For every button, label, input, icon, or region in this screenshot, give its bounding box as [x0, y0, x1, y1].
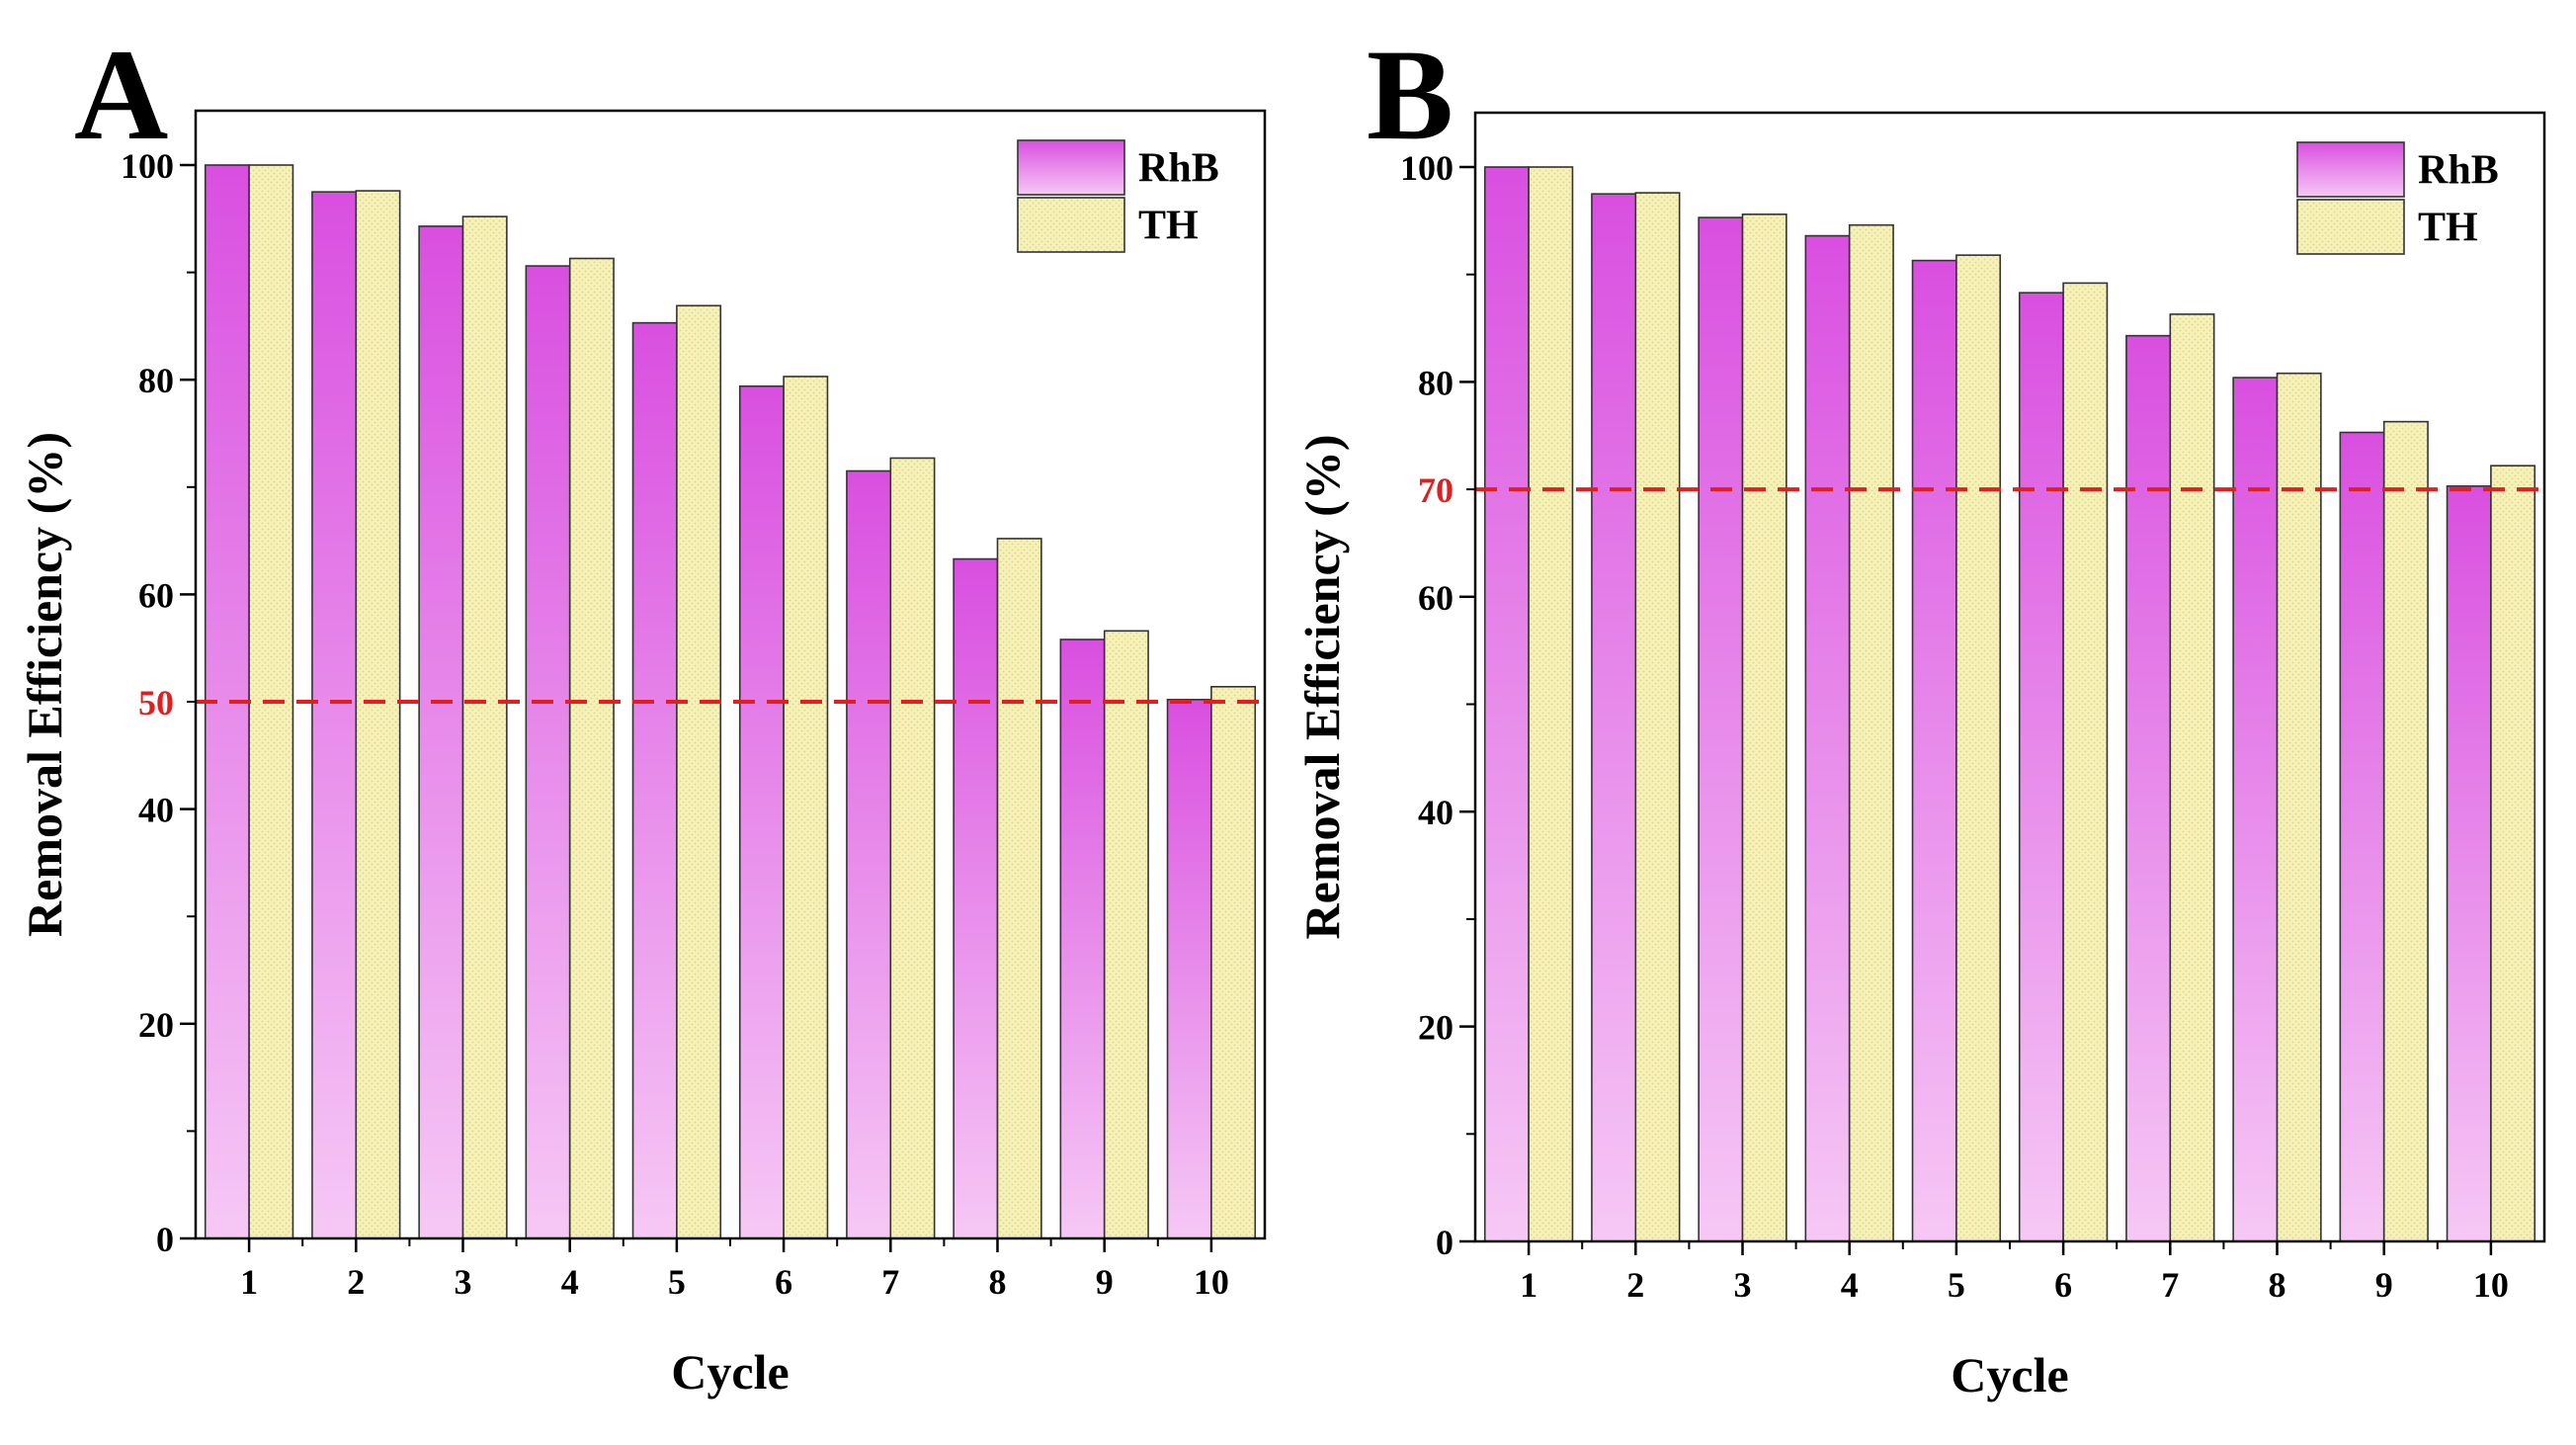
x-tick-label: 9	[1096, 1262, 1114, 1302]
bar-rhb-6	[2018, 292, 2064, 1242]
bar-rhb-8	[953, 557, 999, 1239]
x-tick-label: 9	[2375, 1265, 2393, 1305]
legend-swatch-th	[2296, 199, 2405, 255]
legend-swatch-rhb	[2296, 141, 2405, 198]
bar-th-10	[1210, 685, 1257, 1239]
bar-rhb-5	[631, 321, 678, 1239]
bar-rhb-9	[1059, 638, 1106, 1239]
bar-rhb-9	[2339, 431, 2385, 1242]
bar-rhb-10	[1166, 699, 1212, 1239]
x-tick-label: 2	[1626, 1265, 1644, 1305]
legend-swatch-th	[1017, 197, 1125, 253]
bar-rhb-2	[1591, 193, 1637, 1242]
x-tick-label: 8	[2269, 1265, 2286, 1305]
x-tick-label: 5	[1948, 1265, 1965, 1305]
x-tick-label: 2	[347, 1262, 365, 1302]
bar-rhb-3	[1698, 216, 1744, 1242]
y-tick-label: 80	[138, 361, 174, 400]
panel-letter: A	[74, 22, 168, 167]
bar-th-4	[1848, 223, 1894, 1242]
y-tick-label: 60	[1418, 578, 1454, 618]
bar-th-1	[1528, 166, 1574, 1242]
bar-th-2	[355, 190, 401, 1239]
bar-th-5	[676, 304, 722, 1239]
x-tick-label: 7	[881, 1262, 899, 1302]
x-axis-title: Cycle	[671, 1344, 789, 1400]
bar-th-3	[461, 215, 508, 1239]
y-tick-label: 0	[156, 1220, 174, 1259]
bar-th-9	[2382, 420, 2429, 1242]
y-tick-label: 40	[1418, 793, 1454, 832]
bar-rhb-7	[2125, 334, 2172, 1242]
x-tick-label: 4	[561, 1262, 579, 1302]
bar-th-6	[2062, 282, 2109, 1242]
x-tick-label: 8	[989, 1262, 1007, 1302]
y-tick-label: 0	[1436, 1223, 1454, 1262]
bar-th-10	[2490, 465, 2536, 1242]
bar-rhb-6	[738, 384, 785, 1239]
legend-label-th: TH	[1138, 204, 1199, 249]
x-tick-label: 6	[775, 1262, 792, 1302]
bar-rhb-4	[525, 265, 571, 1239]
bar-rhb-4	[1804, 234, 1851, 1242]
bar-rhb-5	[1911, 259, 1957, 1242]
bar-rhb-7	[846, 469, 892, 1239]
x-tick-label: 1	[240, 1262, 258, 1302]
legend-label-th: TH	[2418, 206, 2478, 251]
x-tick-label: 1	[1520, 1265, 1537, 1305]
chart-panel-a: 50 0 20 40 60 80 100 1 2 3 4 5 6 7 8 9 10 Cycle Removal Ef…	[17, 22, 1267, 1400]
x-tick-label: 7	[2161, 1265, 2179, 1305]
legend-label-rhb: RhB	[2418, 148, 2499, 194]
x-tick-label: 3	[455, 1262, 472, 1302]
x-axis-title: Cycle	[1951, 1347, 2068, 1402]
bar-rhb-1	[1483, 166, 1530, 1242]
bar-th-9	[1103, 630, 1149, 1239]
bar-th-2	[1634, 192, 1681, 1242]
bar-rhb-8	[2232, 377, 2279, 1242]
y-tick-label: 80	[1418, 363, 1454, 402]
y-tick-label: 40	[138, 791, 174, 830]
y-tick-label: 20	[138, 1005, 174, 1045]
legend-label-rhb: RhB	[1138, 146, 1219, 192]
y-tick-label: 60	[138, 575, 174, 615]
bar-th-8	[996, 538, 1042, 1239]
x-tick-label: 5	[668, 1262, 686, 1302]
x-tick-label: 10	[2473, 1265, 2509, 1305]
y-tick-label: 100	[1400, 148, 1454, 188]
bar-th-7	[2169, 313, 2215, 1242]
bar-th-6	[783, 376, 829, 1239]
x-tick-label: 4	[1841, 1265, 1859, 1305]
x-tick-label: 10	[1194, 1262, 1229, 1302]
chart-panel-b: 70 0 20 40 60 80 100 1 2 3 4 5 6 7 8 9 10 Cycle Removal Ef…	[1294, 22, 2546, 1402]
bar-rhb-2	[311, 191, 358, 1239]
bar-th-3	[1741, 213, 1787, 1242]
reference-line-label: 50	[138, 683, 174, 722]
bar-th-8	[2276, 372, 2322, 1242]
bar-rhb-10	[2446, 485, 2492, 1242]
legend-swatch-rhb	[1017, 139, 1125, 196]
reference-line-label: 70	[1418, 470, 1454, 510]
bar-th-7	[889, 457, 936, 1239]
y-tick-label: 100	[121, 146, 174, 186]
y-axis-title: Removal Efficiency (%)	[17, 432, 72, 937]
bar-th-5	[1955, 254, 2002, 1242]
y-tick-label: 20	[1418, 1008, 1454, 1048]
bar-rhb-3	[418, 225, 464, 1239]
x-tick-label: 3	[1734, 1265, 1752, 1305]
panel-letter: B	[1367, 22, 1454, 167]
bar-th-4	[568, 257, 615, 1239]
x-tick-label: 6	[2054, 1265, 2072, 1305]
y-axis-title: Removal Efficiency (%)	[1294, 435, 1350, 940]
